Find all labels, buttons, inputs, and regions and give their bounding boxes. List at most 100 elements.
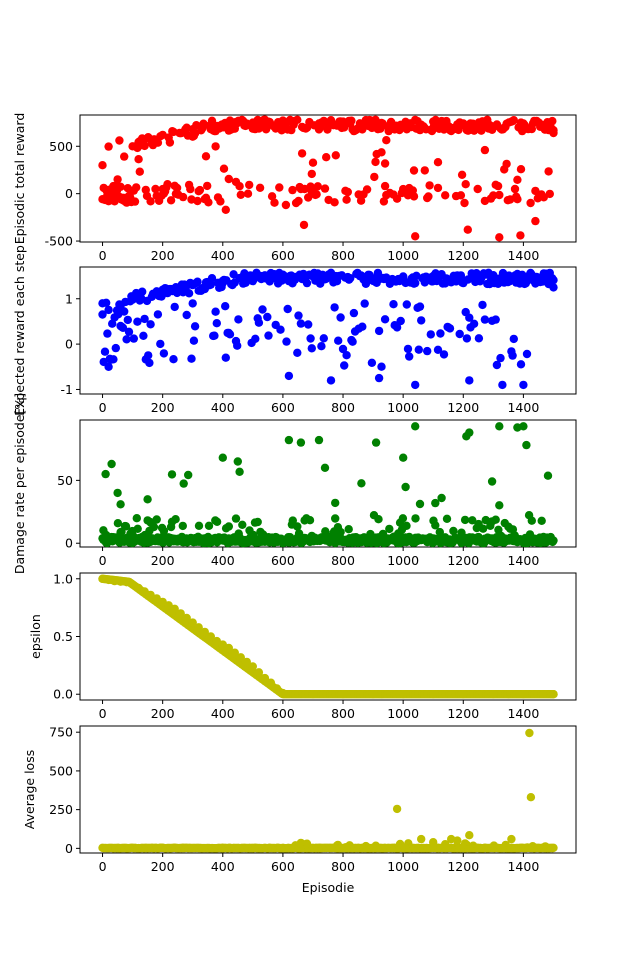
data-point xyxy=(307,344,316,353)
data-point xyxy=(473,184,482,194)
data-point xyxy=(544,167,553,176)
data-point xyxy=(253,517,262,527)
data-point xyxy=(283,304,292,314)
data-point xyxy=(218,453,227,462)
data-point xyxy=(317,342,326,351)
data-point xyxy=(236,190,245,199)
data-point xyxy=(415,302,425,311)
data-point xyxy=(516,165,526,174)
data-point xyxy=(531,216,540,226)
data-point xyxy=(281,200,291,210)
data-point xyxy=(166,196,176,205)
data-point xyxy=(402,300,411,309)
data-point xyxy=(498,380,507,390)
data-point xyxy=(104,362,113,371)
data-point xyxy=(319,334,328,343)
data-point xyxy=(491,315,500,324)
x-tick-label: 200 xyxy=(151,248,175,263)
data-point xyxy=(109,355,118,364)
data-point xyxy=(206,280,215,289)
data-point xyxy=(264,331,273,340)
data-point xyxy=(480,315,490,324)
data-point xyxy=(132,514,141,523)
data-point xyxy=(331,514,340,523)
data-point xyxy=(184,470,193,480)
data-point xyxy=(545,189,554,199)
data-point xyxy=(306,334,315,343)
data-point xyxy=(424,192,433,201)
data-point xyxy=(296,838,306,848)
data-point xyxy=(478,300,487,310)
data-point xyxy=(221,302,230,311)
data-point xyxy=(163,180,172,189)
data-point xyxy=(113,519,123,528)
data-point xyxy=(172,183,182,193)
data-point xyxy=(478,524,488,533)
data-point xyxy=(248,662,257,671)
data-point xyxy=(278,688,288,698)
data-point xyxy=(519,380,528,390)
data-point xyxy=(420,166,429,175)
data-point xyxy=(267,192,277,201)
data-point xyxy=(495,501,504,510)
data-point xyxy=(374,373,384,383)
data-point xyxy=(513,175,522,184)
data-point xyxy=(116,500,125,509)
data-point xyxy=(156,339,165,349)
data-point xyxy=(288,516,297,525)
data-point xyxy=(182,310,191,320)
data-point xyxy=(143,495,152,504)
data-point xyxy=(396,316,405,326)
data-point xyxy=(296,319,306,328)
data-point xyxy=(270,198,279,207)
data-point xyxy=(296,438,306,447)
data-point xyxy=(442,514,452,523)
data-point xyxy=(195,185,205,195)
data-point xyxy=(211,142,220,151)
data-point xyxy=(116,182,125,191)
y-tick-label: 50 xyxy=(57,473,73,488)
data-point xyxy=(104,197,113,206)
data-point xyxy=(487,477,497,486)
data-point xyxy=(235,467,244,476)
x-tick-label: 600 xyxy=(271,859,295,874)
data-point xyxy=(188,125,197,134)
data-point xyxy=(194,521,204,530)
data-point xyxy=(266,678,276,687)
scatter-plot-damage-rate: 0 200 400 600 800 1000 1200 1400 0 50 Damage rate … xyxy=(12,393,577,574)
data-point xyxy=(193,196,202,206)
data-point xyxy=(322,153,331,162)
data-point xyxy=(189,336,199,345)
data-point xyxy=(149,522,159,532)
x-tick-label: 800 xyxy=(331,553,355,568)
data-point xyxy=(101,469,110,479)
data-point xyxy=(107,459,116,469)
y-axis-label: Damage rate per episode[%] xyxy=(12,393,27,574)
axes-frame xyxy=(79,725,577,854)
data-point xyxy=(507,834,516,844)
data-point xyxy=(235,182,244,191)
data-point xyxy=(481,515,490,525)
y-axis-label: Average loss xyxy=(22,750,37,829)
x-tick-label: 200 xyxy=(151,859,175,874)
axes-frame xyxy=(79,114,577,243)
data-point xyxy=(140,314,149,324)
data-point xyxy=(187,354,196,363)
data-point xyxy=(140,141,149,151)
data-point xyxy=(204,521,214,530)
data-point xyxy=(415,499,425,509)
data-point xyxy=(153,138,163,147)
data-point xyxy=(170,302,179,312)
data-point xyxy=(417,834,426,844)
data-point xyxy=(510,184,520,194)
data-point xyxy=(135,167,144,176)
data-point xyxy=(508,351,517,360)
data-point xyxy=(218,123,227,132)
x-tick-label: 400 xyxy=(211,248,235,263)
data-point xyxy=(342,195,351,204)
data-point xyxy=(130,197,140,206)
data-point xyxy=(411,514,420,523)
x-tick-label: 0 xyxy=(99,553,107,568)
data-point xyxy=(411,380,420,390)
data-point xyxy=(469,319,479,328)
